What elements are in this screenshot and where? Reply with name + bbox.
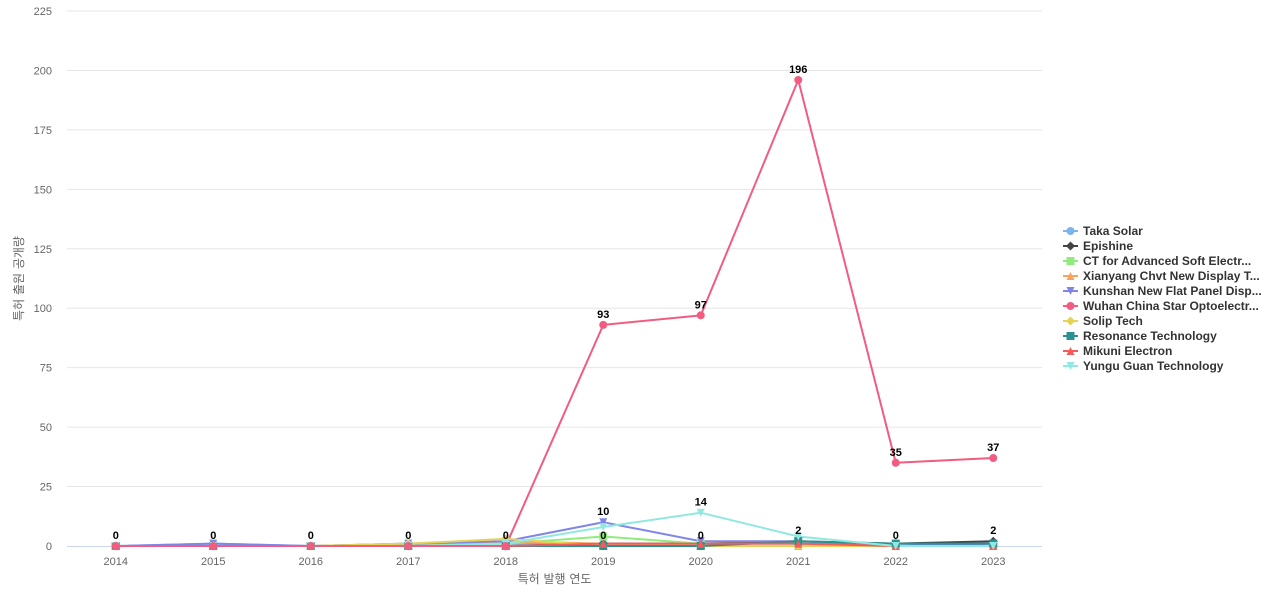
y-tick-label: 125 bbox=[34, 244, 52, 256]
data-point-yungu-guan-technology bbox=[599, 522, 608, 531]
legend-marker bbox=[1066, 227, 1075, 235]
legend-label: Solip Tech bbox=[1083, 314, 1143, 328]
y-tick-label: 100 bbox=[34, 303, 52, 315]
legend-item-resonance-technology[interactable]: Resonance Technology bbox=[1063, 329, 1217, 343]
data-label: 0 bbox=[600, 530, 606, 542]
data-label: 2 bbox=[795, 525, 801, 537]
data-label: 2 bbox=[990, 525, 996, 537]
y-tick-label: 0 bbox=[46, 541, 52, 553]
data-point-yungu-guan-technology bbox=[794, 532, 803, 541]
data-point-mikuni-electron bbox=[794, 539, 803, 548]
data-label: 10 bbox=[597, 506, 609, 518]
x-tick-label: 2015 bbox=[201, 556, 225, 568]
legend-marker bbox=[1066, 272, 1075, 280]
legend-item-kunshan-new-flat-panel-disp[interactable]: Kunshan New Flat Panel Disp... bbox=[1063, 284, 1262, 298]
data-label: 35 bbox=[890, 447, 902, 459]
legend-marker bbox=[1066, 241, 1075, 251]
data-label: 14 bbox=[695, 497, 708, 509]
data-point-yungu-guan-technology bbox=[696, 508, 705, 517]
y-tick-label: 150 bbox=[34, 184, 52, 196]
data-label: 97 bbox=[695, 299, 707, 311]
y-axis-ticks: 0 25 50 75 100 125 150 175 200 225 bbox=[34, 6, 52, 553]
data-labels: 0 0 0 0 0 93 10 0 97 14 0 196 2 35 0 37 2 bbox=[113, 64, 1000, 542]
legend-label: Xianyang Chvt New Display T... bbox=[1083, 269, 1260, 283]
y-axis-title: 특허 출원 공개량 bbox=[12, 236, 26, 321]
x-tick-label: 2017 bbox=[396, 556, 420, 568]
legend-label: Wuhan China Star Optoelectr... bbox=[1083, 299, 1259, 313]
x-tick-label: 2023 bbox=[981, 556, 1005, 568]
data-label: 0 bbox=[113, 530, 119, 542]
data-label: 0 bbox=[210, 530, 216, 542]
legend-label: Kunshan New Flat Panel Disp... bbox=[1083, 284, 1262, 298]
y-tick-label: 25 bbox=[40, 482, 52, 494]
data-label: 196 bbox=[789, 64, 807, 76]
data-point-yungu-guan-technology bbox=[989, 542, 998, 550]
grid-lines bbox=[67, 10, 1042, 488]
legend-item-ct-for-advanced-soft-electr[interactable]: CT for Advanced Soft Electr... bbox=[1063, 254, 1251, 268]
legend-label: Yungu Guan Technology bbox=[1083, 359, 1224, 373]
data-point-kunshan-new-flat-panel-disp bbox=[599, 518, 608, 527]
legend-marker bbox=[1066, 302, 1075, 310]
legend-item-wuhan-china-star-optoelectr[interactable]: Wuhan China Star Optoelectr... bbox=[1063, 299, 1259, 313]
x-axis-ticks: 2014 2015 2016 2017 2018 2019 2020 2021 2022 2023 bbox=[104, 556, 1006, 568]
y-tick-label: 75 bbox=[40, 363, 52, 375]
data-label: 0 bbox=[503, 530, 509, 542]
data-point-wuhan-china-star-optoelectr bbox=[696, 311, 705, 320]
x-tick-label: 2018 bbox=[494, 556, 518, 568]
series-lines bbox=[114, 78, 995, 547]
data-point-wuhan-china-star-optoelectr bbox=[599, 320, 608, 329]
series-line-kunshan-new-flat-panel-disp bbox=[114, 521, 995, 547]
data-point-mikuni-electron bbox=[696, 539, 705, 548]
x-tick-label: 2020 bbox=[689, 556, 713, 568]
legend-marker bbox=[1066, 362, 1075, 370]
x-tick-label: 2022 bbox=[884, 556, 908, 568]
legend-item-solip-tech[interactable]: Solip Tech bbox=[1063, 314, 1143, 328]
legend-marker bbox=[1066, 287, 1075, 295]
series-line-wuhan-china-star-optoelectr bbox=[114, 78, 995, 547]
legend-item-mikuni-electron[interactable]: Mikuni Electron bbox=[1063, 344, 1172, 358]
series-markers bbox=[111, 75, 998, 551]
data-label: 0 bbox=[405, 530, 411, 542]
data-label: 0 bbox=[698, 530, 704, 542]
legend-marker bbox=[1066, 316, 1075, 326]
x-tick-label: 2019 bbox=[591, 556, 615, 568]
x-axis-title: 특허 발행 연도 bbox=[518, 571, 592, 586]
y-tick-label: 225 bbox=[34, 6, 52, 18]
y-tick-label: 200 bbox=[34, 65, 52, 77]
legend-marker bbox=[1066, 332, 1075, 340]
data-point-wuhan-china-star-optoelectr bbox=[989, 454, 998, 463]
data-label: 0 bbox=[893, 530, 899, 542]
data-point-wuhan-china-star-optoelectr bbox=[209, 542, 218, 550]
legend-item-taka-solar[interactable]: Taka Solar bbox=[1063, 224, 1143, 238]
legend-label: Resonance Technology bbox=[1083, 329, 1217, 343]
legend-marker bbox=[1066, 347, 1075, 355]
x-tick-label: 2014 bbox=[104, 556, 128, 568]
data-label: 37 bbox=[987, 442, 999, 454]
legend-item-xianyang-chvt-new-display-t[interactable]: Xianyang Chvt New Display T... bbox=[1063, 269, 1260, 283]
data-point-wuhan-china-star-optoelectr bbox=[111, 542, 120, 550]
data-point-wuhan-china-star-optoelectr bbox=[794, 75, 803, 84]
data-point-mikuni-electron bbox=[599, 539, 608, 548]
data-point-wuhan-china-star-optoelectr bbox=[306, 542, 315, 550]
x-tick-label: 2021 bbox=[786, 556, 810, 568]
legend-label: CT for Advanced Soft Electr... bbox=[1083, 254, 1251, 268]
data-point-wuhan-china-star-optoelectr bbox=[404, 542, 413, 550]
legend-label: Mikuni Electron bbox=[1083, 344, 1172, 358]
legend-item-epishine[interactable]: Epishine bbox=[1063, 239, 1133, 253]
data-point-wuhan-china-star-optoelectr bbox=[891, 458, 900, 467]
data-point-ct-for-advanced-soft-electr bbox=[599, 532, 608, 541]
legend-label: Epishine bbox=[1083, 239, 1133, 253]
data-label: 93 bbox=[597, 309, 609, 321]
data-point-yungu-guan-technology bbox=[891, 542, 900, 550]
y-tick-label: 175 bbox=[34, 125, 52, 137]
x-tick-label: 2016 bbox=[299, 556, 323, 568]
legend-item-yungu-guan-technology[interactable]: Yungu Guan Technology bbox=[1063, 359, 1224, 373]
legend-label: Taka Solar bbox=[1083, 224, 1143, 238]
data-point-wuhan-china-star-optoelectr bbox=[501, 542, 510, 550]
legend-marker bbox=[1066, 257, 1075, 265]
data-label: 0 bbox=[308, 530, 314, 542]
y-tick-label: 50 bbox=[40, 422, 52, 434]
